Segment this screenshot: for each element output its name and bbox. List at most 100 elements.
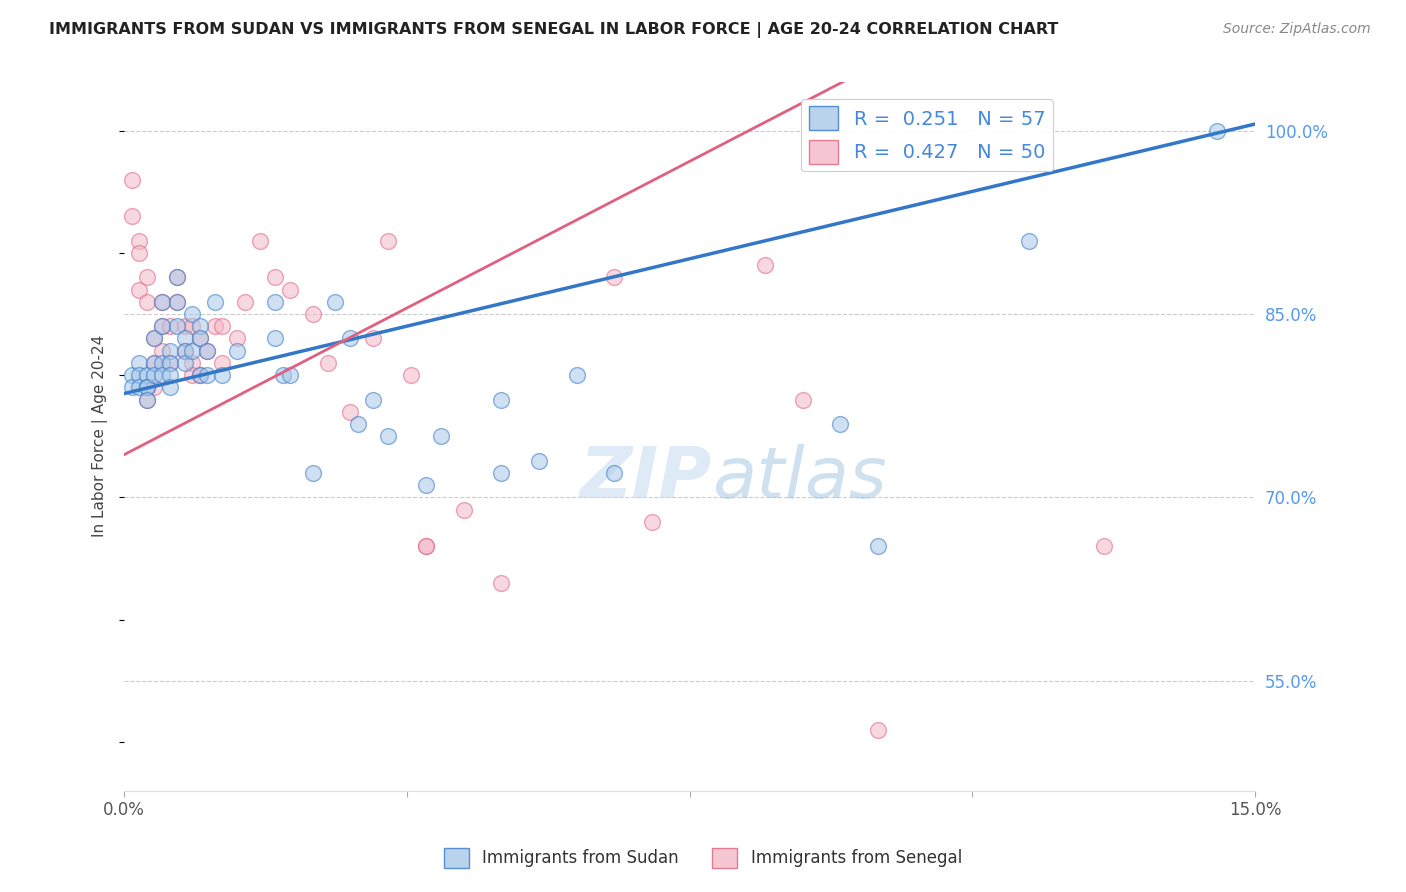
Point <box>143 356 166 370</box>
Text: atlas: atlas <box>713 444 887 513</box>
Point <box>135 392 157 407</box>
Point <box>1092 539 1115 553</box>
Point <box>249 234 271 248</box>
Point <box>135 380 157 394</box>
Point <box>415 539 437 553</box>
Point <box>150 343 173 358</box>
Point <box>361 331 384 345</box>
Point <box>565 368 588 383</box>
Point <box>489 466 512 480</box>
Text: IMMIGRANTS FROM SUDAN VS IMMIGRANTS FROM SENEGAL IN LABOR FORCE | AGE 20-24 CORR: IMMIGRANTS FROM SUDAN VS IMMIGRANTS FROM… <box>49 22 1059 38</box>
Point <box>301 307 323 321</box>
Point <box>121 172 143 186</box>
Point <box>143 356 166 370</box>
Point <box>204 319 226 334</box>
Point <box>211 368 233 383</box>
Point <box>415 478 437 492</box>
Point <box>278 368 301 383</box>
Point <box>143 368 166 383</box>
Point <box>264 294 287 309</box>
Point <box>792 392 814 407</box>
Point <box>159 356 181 370</box>
Point <box>159 368 181 383</box>
Point <box>415 539 437 553</box>
Point <box>264 331 287 345</box>
Point <box>641 515 664 529</box>
Point <box>188 368 211 383</box>
Point <box>188 319 211 334</box>
Point <box>128 283 150 297</box>
Point <box>830 417 852 431</box>
Point <box>128 356 150 370</box>
Point <box>159 380 181 394</box>
Point <box>527 453 550 467</box>
Point <box>211 356 233 370</box>
Point <box>166 294 188 309</box>
Point <box>188 368 211 383</box>
Point <box>159 319 181 334</box>
Point <box>188 331 211 345</box>
Point <box>135 270 157 285</box>
Point <box>1018 234 1040 248</box>
Point <box>135 368 157 383</box>
Point <box>143 331 166 345</box>
Point <box>128 246 150 260</box>
Point <box>603 466 626 480</box>
Point <box>128 368 150 383</box>
Point <box>166 319 188 334</box>
Point <box>150 294 173 309</box>
Point <box>264 270 287 285</box>
Point <box>143 331 166 345</box>
Point <box>195 368 218 383</box>
Point <box>121 368 143 383</box>
Point <box>173 343 195 358</box>
Point <box>754 258 776 272</box>
Point <box>204 294 226 309</box>
Point <box>301 466 323 480</box>
Point <box>489 392 512 407</box>
Point <box>181 368 204 383</box>
Point <box>603 270 626 285</box>
Point <box>159 356 181 370</box>
Point <box>143 380 166 394</box>
Point <box>150 319 173 334</box>
Point <box>195 343 218 358</box>
Point <box>188 331 211 345</box>
Point <box>211 319 233 334</box>
Point <box>339 331 361 345</box>
Point <box>195 343 218 358</box>
Point <box>278 283 301 297</box>
Point <box>399 368 422 383</box>
Point <box>233 294 256 309</box>
Point <box>135 380 157 394</box>
Text: ZIP: ZIP <box>581 444 713 513</box>
Text: Source: ZipAtlas.com: Source: ZipAtlas.com <box>1223 22 1371 37</box>
Point <box>181 343 204 358</box>
Point <box>150 356 173 370</box>
Point <box>150 368 173 383</box>
Legend: R =  0.251   N = 57, R =  0.427   N = 50: R = 0.251 N = 57, R = 0.427 N = 50 <box>801 99 1053 171</box>
Point <box>173 331 195 345</box>
Point <box>166 270 188 285</box>
Point <box>128 234 150 248</box>
Point <box>339 405 361 419</box>
Point <box>453 502 475 516</box>
Point <box>173 343 195 358</box>
Point <box>325 294 347 309</box>
Point <box>868 723 890 737</box>
Point <box>316 356 339 370</box>
Point <box>150 294 173 309</box>
Point <box>347 417 370 431</box>
Point <box>128 380 150 394</box>
Point <box>226 331 249 345</box>
Point <box>150 319 173 334</box>
Point <box>181 319 204 334</box>
Point <box>173 319 195 334</box>
Point <box>121 209 143 223</box>
Y-axis label: In Labor Force | Age 20-24: In Labor Force | Age 20-24 <box>93 335 108 537</box>
Point <box>361 392 384 407</box>
Point <box>181 356 204 370</box>
Point <box>1206 124 1229 138</box>
Point <box>135 392 157 407</box>
Point <box>166 294 188 309</box>
